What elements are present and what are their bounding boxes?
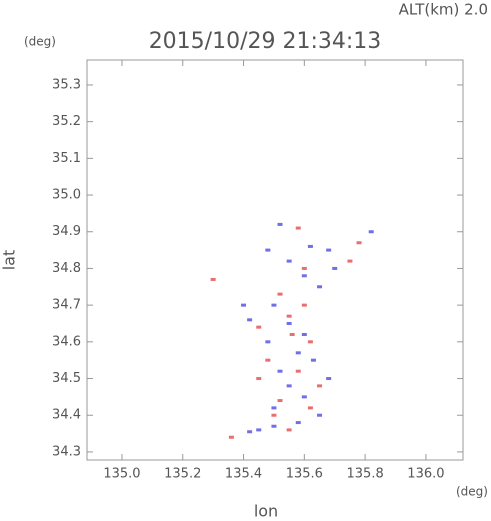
data-point xyxy=(295,351,301,355)
data-point xyxy=(356,241,362,245)
data-point xyxy=(247,318,253,322)
data-point xyxy=(295,421,301,425)
data-point xyxy=(228,435,234,439)
data-point xyxy=(271,424,277,428)
x-unit: (deg) xyxy=(456,485,488,499)
data-point xyxy=(332,266,338,270)
data-point xyxy=(256,325,262,329)
y-tick-label: 34.9 xyxy=(52,224,81,239)
data-point xyxy=(368,230,374,234)
y-tick-label: 35.2 xyxy=(52,114,81,129)
data-point xyxy=(307,406,313,410)
data-point xyxy=(289,332,295,336)
x-tick-label: 136.0 xyxy=(407,467,444,482)
y-unit: (deg) xyxy=(24,35,56,49)
subtitle: ALT(km) 2.0 xyxy=(399,1,488,19)
data-point xyxy=(317,384,323,388)
plot-frame xyxy=(86,59,464,461)
y-tick-label: 34.5 xyxy=(52,371,81,386)
data-point xyxy=(326,377,332,381)
data-point xyxy=(307,244,313,248)
y-tick-label: 34.8 xyxy=(52,261,81,276)
data-point xyxy=(295,226,301,230)
data-point xyxy=(247,430,253,434)
data-point xyxy=(286,428,292,432)
data-point xyxy=(301,266,307,270)
data-point xyxy=(271,406,277,410)
data-point xyxy=(265,340,271,344)
x-tick-label: 135.6 xyxy=(286,467,323,482)
x-axis-label: lon xyxy=(254,502,278,521)
data-point xyxy=(271,413,277,417)
x-tick-label: 135.2 xyxy=(164,467,201,482)
data-point xyxy=(286,321,292,325)
data-point xyxy=(347,259,353,263)
data-point xyxy=(301,332,307,336)
y-tick-label: 34.3 xyxy=(52,444,81,459)
x-tick-label: 135.4 xyxy=(225,467,262,482)
y-tick-label: 35.3 xyxy=(52,77,81,92)
data-point xyxy=(286,259,292,263)
data-point xyxy=(271,303,277,307)
data-point xyxy=(277,292,283,296)
data-point xyxy=(286,384,292,388)
data-point xyxy=(317,413,323,417)
data-point xyxy=(310,358,316,362)
data-point xyxy=(295,369,301,373)
data-point xyxy=(241,303,247,307)
data-point xyxy=(277,222,283,226)
data-point xyxy=(326,248,332,252)
y-tick-label: 35.1 xyxy=(52,151,81,166)
data-point xyxy=(277,399,283,403)
data-point xyxy=(256,377,262,381)
data-point xyxy=(301,274,307,278)
y-tick-label: 34.4 xyxy=(52,408,81,423)
data-point xyxy=(317,285,323,289)
y-axis-label: lat xyxy=(0,250,19,271)
data-point xyxy=(265,358,271,362)
data-point xyxy=(256,428,262,432)
y-tick-label: 34.6 xyxy=(52,334,81,349)
y-tick-label: 34.7 xyxy=(52,298,81,313)
data-point xyxy=(307,340,313,344)
data-point xyxy=(301,303,307,307)
data-point xyxy=(301,395,307,399)
chart-title: 2015/10/29 21:34:13 xyxy=(149,29,382,54)
data-point xyxy=(210,277,216,281)
data-point xyxy=(286,314,292,318)
data-point xyxy=(277,369,283,373)
data-point xyxy=(265,248,271,252)
x-tick-label: 135.8 xyxy=(347,467,384,482)
x-tick-label: 135.0 xyxy=(103,467,140,482)
y-tick-label: 35.0 xyxy=(52,188,81,203)
